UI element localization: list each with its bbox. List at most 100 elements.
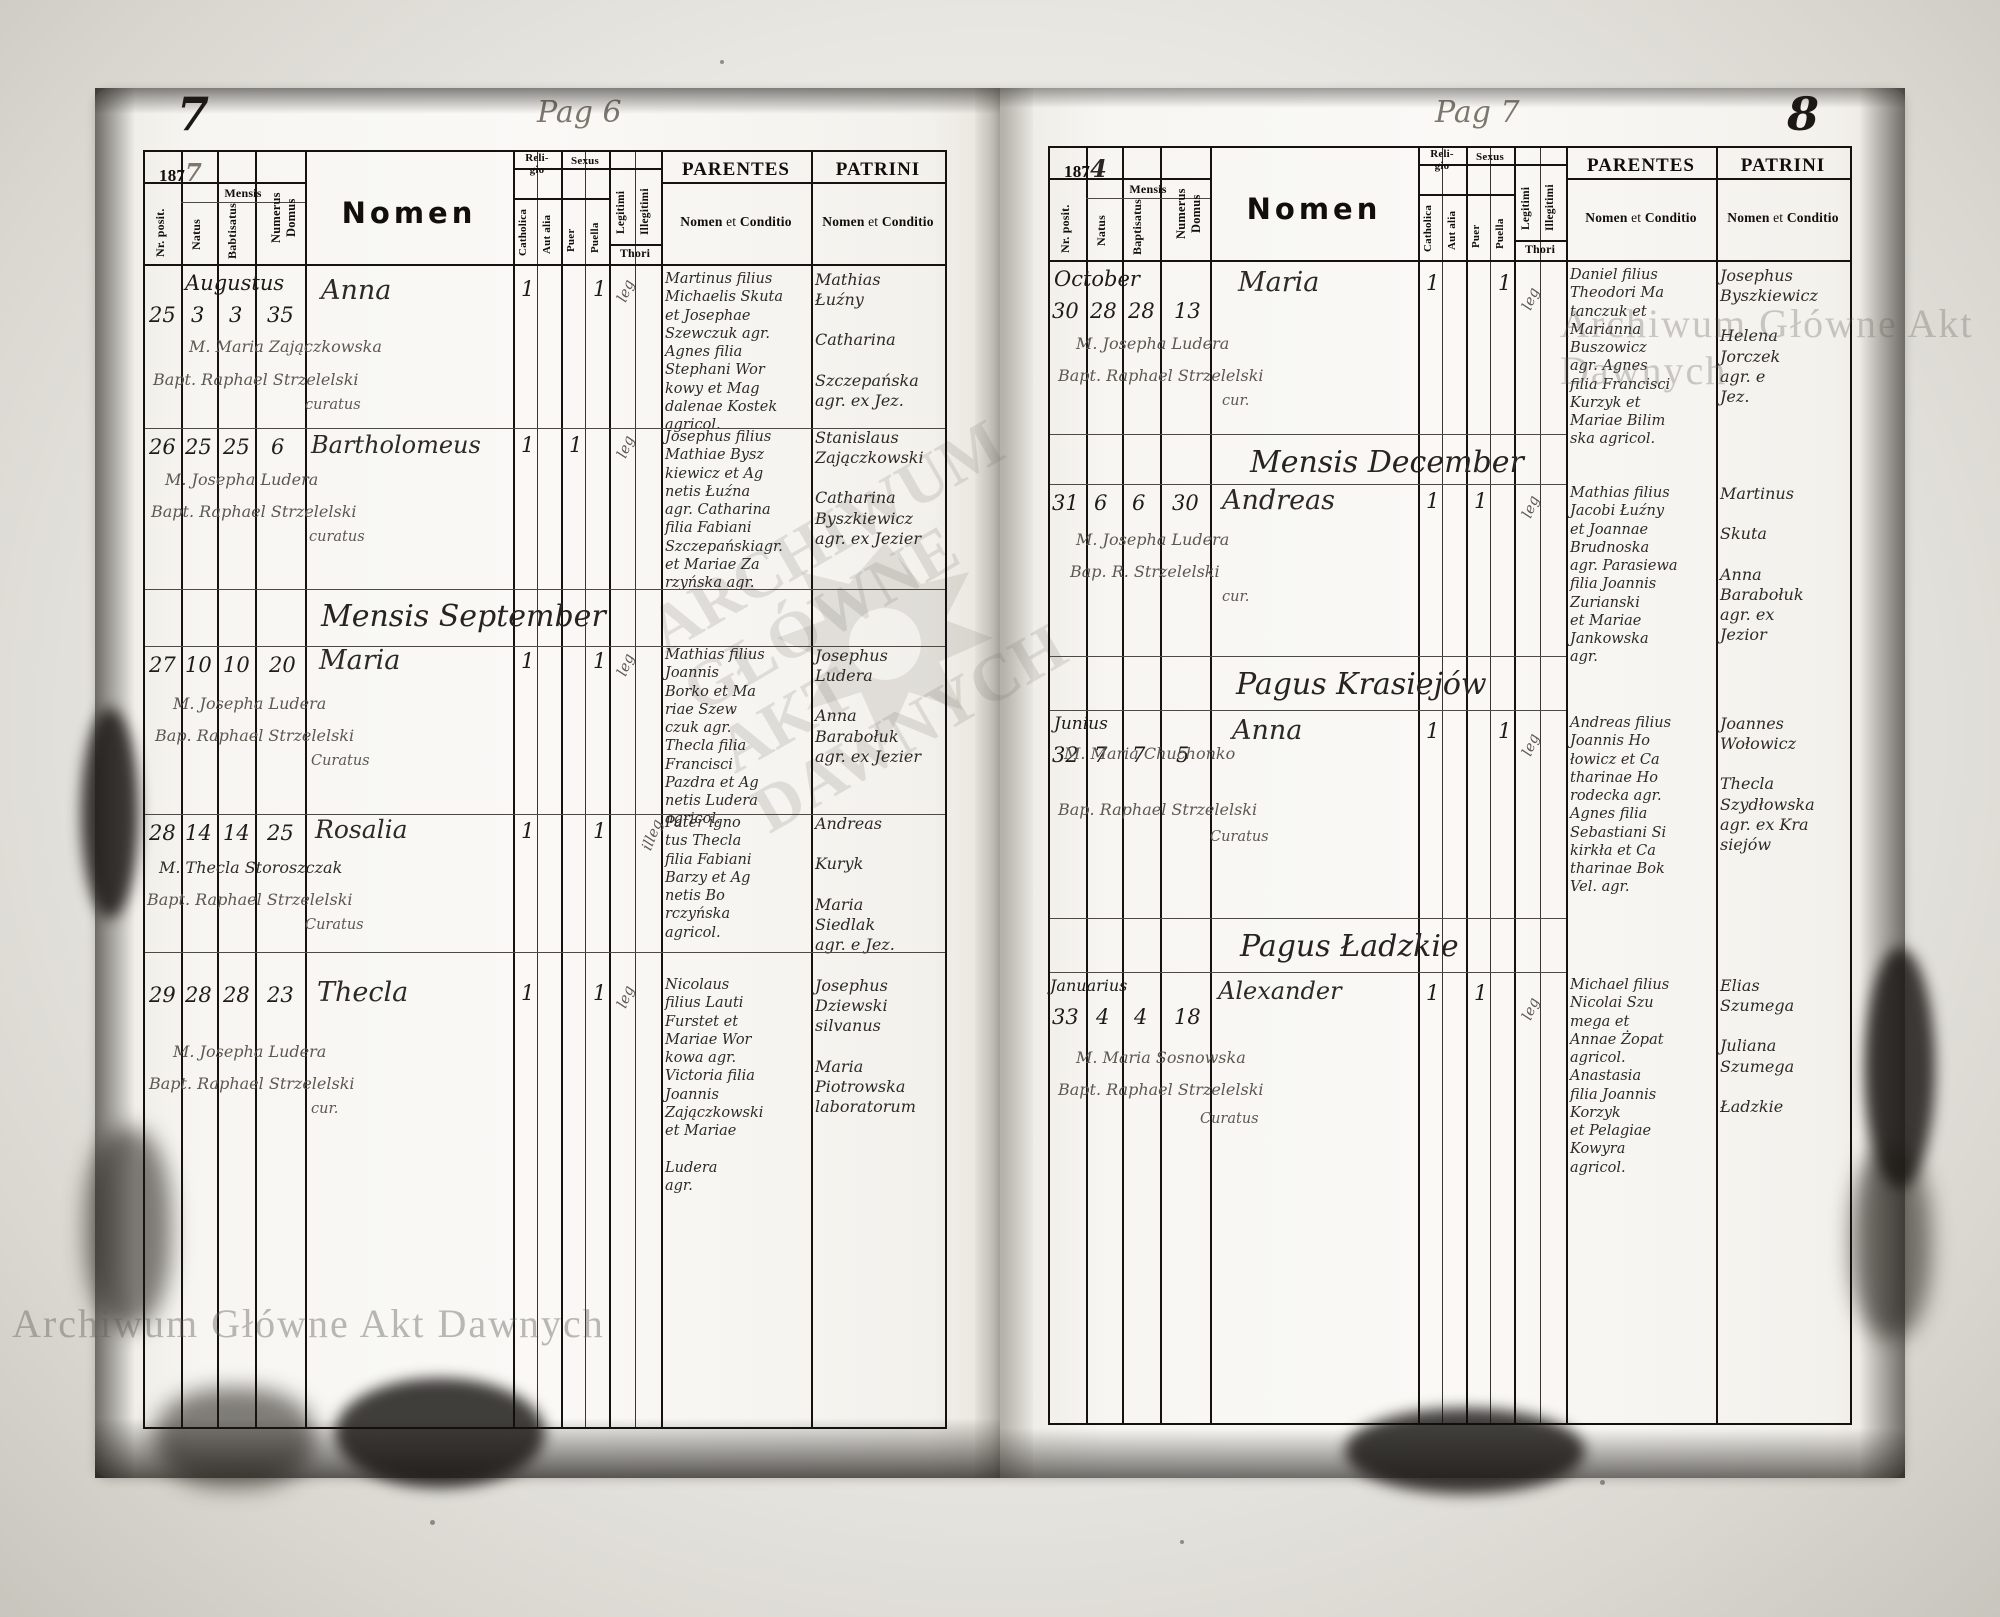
row-patrini: Mathias Łuźny Catharina Szczepańska agr.… xyxy=(815,270,919,410)
row-nomen: Alexander xyxy=(1218,977,1342,1005)
mensis-header: Mensis xyxy=(1129,182,1167,196)
book-gutter xyxy=(975,88,1033,1478)
row-puella: 1 xyxy=(593,277,607,301)
row-domus: 30 xyxy=(1172,491,1199,515)
row-catholica: 1 xyxy=(1426,981,1440,1005)
row-puella: 1 xyxy=(1498,271,1512,295)
row-catholica: 1 xyxy=(521,649,535,673)
row-baptisatus: 28 xyxy=(223,983,250,1007)
row-natus: 7 xyxy=(1094,743,1108,767)
nr-posit-header: Nr. posit. xyxy=(1058,204,1072,254)
row-baptist-sub: cur. xyxy=(311,1101,339,1117)
row-domus: 5 xyxy=(1176,743,1190,767)
legitimi-header: Legitimi xyxy=(1520,186,1532,230)
row-mother: M. Thecla Storoszczak xyxy=(159,858,343,877)
patrini-header: PATRINI xyxy=(1740,155,1826,176)
row-domus: 13 xyxy=(1174,299,1201,323)
row-nomen: Anna xyxy=(321,275,392,306)
numerus-domus-header: Numerus Domus xyxy=(269,192,298,244)
religio-header: Reli- gio xyxy=(1430,148,1454,172)
row-nr: 26 xyxy=(149,435,176,459)
thori-header: Thori xyxy=(1524,242,1556,256)
row-mother: M. Josepha Ludera xyxy=(1076,334,1230,353)
row-nomen: Rosalia xyxy=(315,815,408,844)
row-natus: 28 xyxy=(185,983,212,1007)
catholica-header: Catholica xyxy=(517,208,529,256)
row-puer: 1 xyxy=(569,433,583,457)
row-puer: 1 xyxy=(1474,981,1488,1005)
section-divider: Mensis September xyxy=(321,599,606,634)
pag-annotation-left: Pag 6 xyxy=(537,95,622,130)
row-nr: 29 xyxy=(149,983,176,1007)
row-domus: 35 xyxy=(267,303,294,327)
puella-header: Puella xyxy=(589,222,601,254)
row-natus: 25 xyxy=(185,435,212,459)
parentes-subheader: Nomen et Conditio xyxy=(680,214,792,229)
row-nomen: Bartholomeus xyxy=(311,431,481,459)
row-nomen: Anna xyxy=(1232,715,1303,746)
row-nomen: Maria xyxy=(319,645,401,676)
row-mother: M. Josepha Ludera xyxy=(1076,530,1230,549)
row-baptist: Bapt. Raphael Strzelelski xyxy=(151,502,357,521)
row-parentes: Martinus filius Michaelis Skuta et Josep… xyxy=(665,271,784,434)
book-spread: ARCHIWUMGŁÓWNEAKTDAWNYCH xyxy=(81,87,1935,1494)
row-baptist: Bap. Raphael Strzelelski xyxy=(155,726,355,745)
row-month: Junius xyxy=(1054,714,1108,734)
row-puella: 1 xyxy=(593,649,607,673)
row-baptist: Bap. Raphael Strzelelski xyxy=(1058,800,1258,819)
row-baptisatus: 4 xyxy=(1134,1005,1148,1029)
row-mother: M. Josepha Ludera xyxy=(173,1042,327,1061)
row-patrini: Stanislaus Zajączkowski Catharina Byszki… xyxy=(815,428,924,548)
row-baptist-sub: Curatus xyxy=(305,917,364,933)
parentes-header: PARENTES xyxy=(1587,155,1695,176)
row-baptist-sub: Curatus xyxy=(1210,829,1269,845)
thori-header: Thori xyxy=(619,246,651,260)
row-nomen: Maria xyxy=(1238,267,1320,298)
row-nr: 30 xyxy=(1052,299,1079,323)
row-domus: 20 xyxy=(269,653,296,677)
right-register-table: 1874 Mensis Nr. posit. Natus Baptisatus … xyxy=(1048,146,1852,1425)
row-baptist-sub: Curatus xyxy=(311,753,370,769)
row-parentes: Daniel filius Theodori Ma tanczuk et Mar… xyxy=(1570,267,1671,448)
baptisatus-header: Baptisatus xyxy=(1130,198,1144,256)
left-register-table: 1877 Mensis Nr. posit. Natus Babtisatus … xyxy=(143,150,947,1429)
row-catholica: 1 xyxy=(1426,719,1440,743)
row-natus: 6 xyxy=(1094,491,1108,515)
row-baptist: Bap. R. Strzelelski xyxy=(1070,562,1220,581)
row-natus: 28 xyxy=(1090,299,1117,323)
section-divider: Pagus Krasiejów xyxy=(1236,667,1487,702)
parentes-header: PARENTES xyxy=(682,159,790,180)
mensis-header: Mensis xyxy=(224,186,262,200)
illegitimi-header: Illegitimi xyxy=(639,188,651,236)
natus-header: Natus xyxy=(189,218,203,250)
row-parentes: Pater igno tus Thecla filia Fabiani Barz… xyxy=(665,815,752,941)
row-baptisatus: 28 xyxy=(1128,299,1155,323)
row-domus: 23 xyxy=(267,983,294,1007)
row-mother: M. Maria Sosnowska xyxy=(1076,1048,1246,1067)
row-catholica: 1 xyxy=(521,277,535,301)
row-puer: 1 xyxy=(1474,489,1488,513)
patrini-subheader: Nomen et Conditio xyxy=(822,214,934,229)
religio-header: Reli- gio xyxy=(525,152,549,176)
row-baptisatus: 6 xyxy=(1132,491,1146,515)
row-baptist: Bapt. Raphael Strzelelski xyxy=(153,370,359,389)
row-baptisatus: 10 xyxy=(223,653,250,677)
pag-annotation-right: Pag 7 xyxy=(1435,95,1520,130)
row-natus: 14 xyxy=(185,821,212,845)
row-patrini: Josephus Byszkiewicz Helena Jorczek agr.… xyxy=(1720,266,1818,406)
sexus-header: Sexus xyxy=(571,155,599,167)
row-parentes: Nicolaus filius Lauti Furstet et Mariae … xyxy=(665,977,764,1194)
patrini-header: PATRINI xyxy=(835,159,921,180)
row-domus: 18 xyxy=(1174,1005,1201,1029)
row-month: Augustus xyxy=(185,271,285,295)
row-catholica: 1 xyxy=(521,981,535,1005)
nomen-header: Nomen xyxy=(1246,192,1382,226)
row-patrini: Josephus Dziewski silvanus Maria Piotrow… xyxy=(815,976,916,1116)
puer-header: Puer xyxy=(565,228,577,252)
row-baptist-sub: curatus xyxy=(309,529,365,545)
sexus-header: Sexus xyxy=(1476,151,1504,163)
puella-header: Puella xyxy=(1494,218,1506,250)
section-divider: Pagus Ładzkie xyxy=(1240,929,1459,964)
row-month: Januarius xyxy=(1050,976,1128,995)
